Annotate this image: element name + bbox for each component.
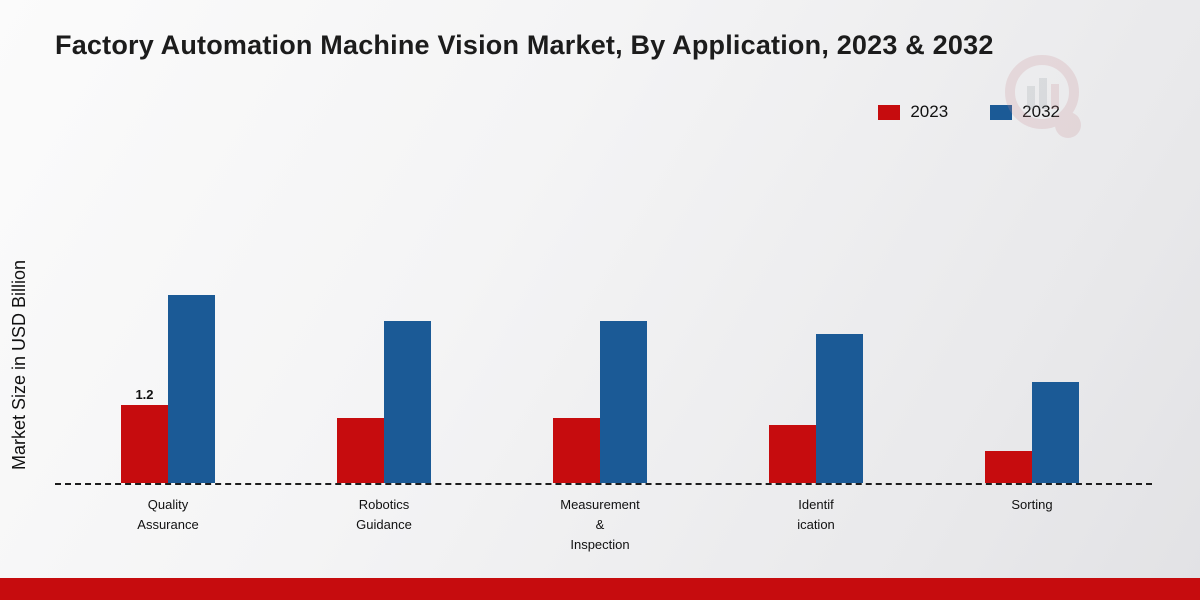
legend-label: 2023 bbox=[910, 102, 949, 121]
legend-swatch bbox=[990, 104, 1013, 120]
bar-group: Measurement & Inspection bbox=[553, 180, 647, 552]
category-label: Quality Assurance bbox=[137, 497, 199, 533]
legend: 2023 2032 bbox=[878, 102, 1060, 122]
bar-2023 bbox=[337, 418, 384, 483]
footer-bar bbox=[0, 578, 1200, 600]
legend-item: 2023 bbox=[878, 102, 948, 122]
category-label: Sorting bbox=[1011, 497, 1053, 512]
category-label: Robotics Guidance bbox=[356, 497, 412, 533]
bar-group: 1.2 Quality Assurance bbox=[121, 180, 215, 532]
bar-2032 bbox=[816, 333, 863, 483]
bar-2023 bbox=[553, 418, 600, 483]
bar-2023 bbox=[769, 424, 816, 483]
bar-value-label: 1.2 bbox=[135, 387, 154, 402]
category-label: Identif ication bbox=[797, 497, 835, 533]
watermark-logo bbox=[1005, 55, 1081, 138]
chart-title: Factory Automation Machine Vision Market… bbox=[55, 30, 994, 60]
category-label: Measurement & Inspection bbox=[560, 497, 640, 553]
x-axis-baseline bbox=[55, 483, 1152, 485]
bar-2032 bbox=[600, 320, 647, 483]
y-axis-label: Market Size in USD Billion bbox=[9, 259, 29, 471]
legend-swatch bbox=[878, 104, 901, 120]
bar-2023: 1.2 bbox=[121, 387, 168, 483]
bar-group: Identif ication bbox=[769, 180, 863, 532]
legend-label: 2032 bbox=[1022, 102, 1060, 121]
plot-area: 1.2 Quality Assurance Robotics Guidance Measu… bbox=[60, 180, 1140, 552]
bar-2032 bbox=[384, 320, 431, 483]
bar-2032 bbox=[1032, 382, 1079, 483]
bar-2023 bbox=[985, 450, 1032, 483]
bar-group: Sorting bbox=[985, 180, 1079, 512]
legend-item: 2032 bbox=[990, 102, 1060, 122]
bar-group: Robotics Guidance bbox=[337, 180, 431, 532]
bar-2032 bbox=[168, 294, 215, 483]
